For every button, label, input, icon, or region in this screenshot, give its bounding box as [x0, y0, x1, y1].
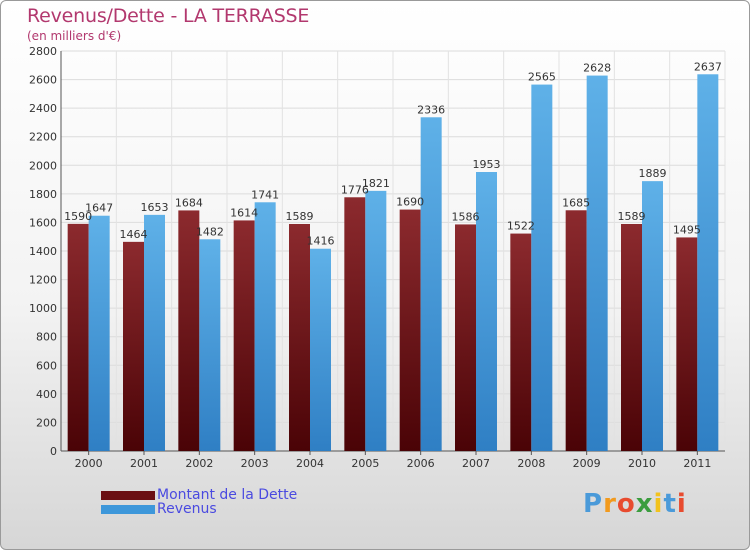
- data-label-revenue: 1647: [85, 202, 113, 215]
- logo-letter: r: [603, 489, 617, 519]
- x-tick-label: 2011: [683, 457, 711, 470]
- data-label-debt: 1495: [673, 223, 701, 236]
- data-label-revenue: 2336: [417, 103, 445, 116]
- axes: 0 200 400 600 800 1000 1200 1400 1600 1800 2000 220…: [29, 45, 725, 470]
- bar-debt: [289, 224, 310, 451]
- bar-debt: [233, 220, 255, 451]
- legend-item-revenue: Revenus: [101, 501, 217, 517]
- data-label-revenue: 1821: [362, 177, 390, 190]
- data-label-revenue: 2565: [528, 71, 556, 84]
- bar-debt: [123, 241, 144, 451]
- bar-debt: [399, 209, 421, 451]
- y-tick-label: 2600: [29, 74, 57, 87]
- bar-revenue: [697, 74, 719, 452]
- logo-letter: t: [663, 489, 677, 519]
- y-tick-label: 1800: [29, 188, 57, 201]
- x-tick-label: 2009: [573, 457, 601, 470]
- x-tick-label: 2003: [241, 457, 269, 470]
- bar-debt: [676, 237, 698, 451]
- data-label-revenue: 2628: [583, 62, 611, 75]
- data-label-revenue: 1482: [196, 225, 224, 238]
- logo-letter: P: [583, 489, 604, 519]
- x-tick-label: 2004: [296, 457, 324, 470]
- legend-swatch-debt: [101, 490, 155, 500]
- logo-letter: i: [676, 489, 687, 519]
- bar-revenue: [642, 181, 663, 451]
- data-label-debt: 1590: [64, 210, 92, 223]
- y-tick-label: 1000: [29, 302, 57, 315]
- y-tick-label: 800: [36, 331, 57, 344]
- y-tick-label: 0: [50, 445, 57, 458]
- data-label-revenue: 1953: [473, 158, 501, 171]
- bar-revenue: [199, 239, 221, 451]
- data-label-debt: 1690: [396, 196, 424, 209]
- logo-letter: o: [616, 489, 636, 519]
- bar-debt: [565, 210, 587, 451]
- bar-debt: [178, 210, 200, 451]
- bar-debt: [621, 224, 642, 451]
- y-tick-label: 2800: [29, 45, 57, 58]
- data-label-debt: 1522: [507, 220, 535, 233]
- data-label-debt: 1464: [120, 228, 148, 241]
- bar-debt: [344, 197, 366, 451]
- bar-revenue: [310, 248, 331, 451]
- y-tick-label: 2200: [29, 131, 57, 144]
- bar-revenue: [531, 84, 553, 452]
- data-label-revenue: 1653: [141, 201, 169, 214]
- bar-debt: [67, 223, 89, 451]
- bar-debt: [510, 233, 532, 451]
- proxiti-logo: Proxiti: [583, 489, 687, 519]
- data-label-debt: 1685: [562, 196, 590, 209]
- x-tick-label: 2010: [628, 457, 656, 470]
- data-label-debt: 1589: [618, 210, 646, 223]
- data-label-revenue: 1416: [307, 235, 335, 248]
- data-label-debt: 1776: [341, 183, 369, 196]
- chart-subtitle: (en milliers d'€): [27, 29, 122, 43]
- legend-label-revenue: Revenus: [157, 501, 217, 517]
- y-tick-label: 1600: [29, 216, 57, 229]
- logo-letter: x: [635, 489, 654, 519]
- y-tick-label: 200: [36, 416, 57, 429]
- x-tick-label: 2006: [407, 457, 435, 470]
- y-tick-label: 2000: [29, 159, 57, 172]
- data-label-debt: 1684: [175, 196, 203, 209]
- chart-title: Revenus/Dette - LA TERRASSE: [27, 5, 310, 27]
- x-tick-label: 2000: [75, 457, 103, 470]
- data-label-debt: 1614: [230, 206, 258, 219]
- y-tick-label: 1200: [29, 274, 57, 287]
- legend-swatch-revenue: [101, 504, 155, 514]
- data-label-revenue: 2637: [694, 60, 722, 73]
- bar-revenue: [586, 75, 608, 452]
- x-tick-label: 2001: [130, 457, 158, 470]
- bars: [67, 74, 719, 452]
- data-label-debt: 1586: [452, 210, 480, 223]
- y-tick-label: 400: [36, 388, 57, 401]
- x-tick-label: 2002: [185, 457, 213, 470]
- x-tick-label: 2008: [517, 457, 545, 470]
- bar-revenue: [88, 215, 110, 451]
- bar-revenue: [365, 190, 387, 451]
- bar-revenue: [144, 214, 165, 451]
- bar-revenue: [254, 202, 276, 451]
- logo-letter: i: [653, 489, 664, 519]
- x-tick-label: 2007: [462, 457, 490, 470]
- data-label-debt: 1589: [286, 210, 314, 223]
- bar-revenue: [420, 117, 442, 452]
- legend-label-debt: Montant de la Dette: [157, 487, 298, 503]
- data-label-revenue: 1889: [639, 167, 667, 180]
- data-label-revenue: 1741: [251, 188, 279, 201]
- legend-item-debt: Montant de la Dette: [101, 487, 298, 503]
- bar-revenue: [476, 172, 497, 451]
- y-tick-label: 600: [36, 359, 57, 372]
- y-tick-label: 2400: [29, 102, 57, 115]
- y-tick-label: 1400: [29, 245, 57, 258]
- x-tick-label: 2005: [351, 457, 379, 470]
- bar-debt: [455, 224, 476, 451]
